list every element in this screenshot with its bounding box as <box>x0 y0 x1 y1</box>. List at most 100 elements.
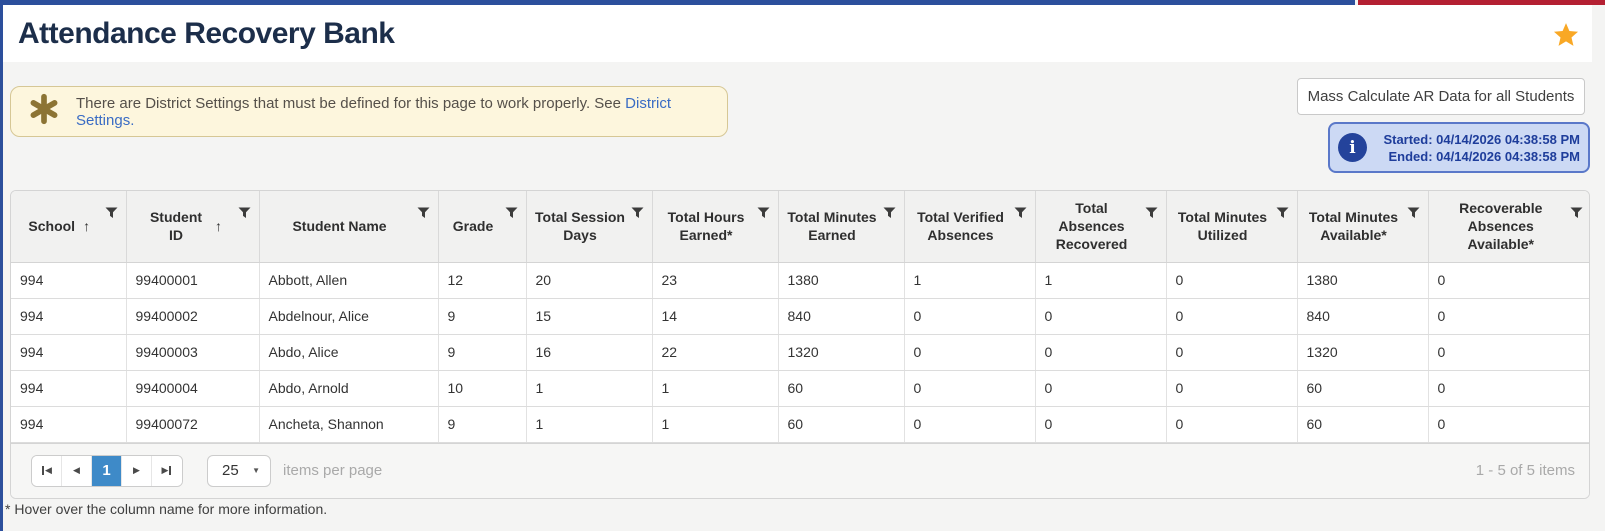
table-cell: 0 <box>1035 370 1167 407</box>
filter-icon[interactable] <box>417 207 430 219</box>
filter-icon[interactable] <box>1276 207 1289 219</box>
table-cell: 0 <box>904 370 1036 407</box>
column-header[interactable]: Total Absences Recovered <box>1035 191 1167 263</box>
status-started: Started: 04/14/2026 04:38:58 PM <box>1383 131 1580 147</box>
table-header-row: School ↑ Student ID ↑ Student Name Grade Total… <box>11 191 1589 263</box>
column-label: School <box>28 218 76 235</box>
table-row[interactable]: 994 99400001 Abbott, Allen 12 20 23 1380 1 1 0 138… <box>11 262 1589 299</box>
table-row[interactable]: 994 99400002 Abdelnour, Alice 9 15 14 840 0 0 0 84… <box>11 298 1589 335</box>
notice-suffix: . <box>130 111 135 129</box>
filter-icon[interactable] <box>105 207 118 219</box>
column-header[interactable]: Student ID ↑ <box>126 191 260 263</box>
column-header[interactable]: Grade <box>438 191 527 263</box>
table-cell: 0 <box>1166 334 1298 371</box>
table-cell: 840 <box>1297 298 1429 335</box>
table-cell: 99400002 <box>126 298 260 335</box>
table-cell: 60 <box>778 406 905 443</box>
table-cell: 994 <box>11 262 127 299</box>
filter-icon[interactable] <box>757 207 770 219</box>
table-row[interactable]: 994 99400003 Abdo, Alice 9 16 22 1320 0 0 0 1320 0 <box>11 334 1589 371</box>
table-row[interactable]: 994 99400072 Ancheta, Shannon 9 1 1 60 0 0 0 60 0 <box>11 406 1589 443</box>
column-label: Total Minutes Earned <box>787 209 877 244</box>
table-cell: 1320 <box>778 334 905 371</box>
table-cell: 0 <box>1035 298 1167 335</box>
next-page-icon: ▶ <box>133 465 140 475</box>
table-cell: 99400001 <box>126 262 260 299</box>
table-cell: 0 <box>1428 406 1589 443</box>
previous-page-icon: ◀ <box>73 465 80 475</box>
table-cell: 99400003 <box>126 334 260 371</box>
filter-icon[interactable] <box>505 207 518 219</box>
column-label: Student Name <box>292 218 387 235</box>
notice-text-body: There are District Settings that must be… <box>76 94 626 112</box>
calculation-status-lines: Started: 04/14/2026 04:38:58 PM Ended: 0… <box>1367 131 1588 165</box>
table-cell: 994 <box>11 406 127 443</box>
table-cell: 1 <box>1035 262 1167 299</box>
pagination-bar: ◀ ◀ 1 ▶ ▶ 25 ▼ items per page 1 - 5 of 5… <box>11 442 1589 498</box>
district-settings-link[interactable]: District Settings <box>76 94 671 129</box>
table-cell: 0 <box>1035 406 1167 443</box>
table-cell: 0 <box>1166 370 1298 407</box>
table-cell: 10 <box>438 370 527 407</box>
column-header[interactable]: Total Minutes Utilized <box>1166 191 1298 263</box>
last-page-icon <box>169 466 172 475</box>
sort-ascending-icon: ↑ <box>215 218 222 235</box>
table-cell: 1 <box>526 370 653 407</box>
previous-page-button[interactable]: ◀ <box>62 455 92 486</box>
column-header[interactable]: Recoverable Absences Available* <box>1428 191 1589 263</box>
column-header[interactable]: Total Session Days <box>526 191 653 263</box>
table-cell: 1380 <box>778 262 905 299</box>
filter-icon[interactable] <box>631 207 644 219</box>
table-cell: 0 <box>904 298 1036 335</box>
favorite-star-icon[interactable] <box>1552 21 1580 49</box>
first-page-button[interactable]: ◀ <box>32 455 62 486</box>
table-cell: 0 <box>904 406 1036 443</box>
column-header[interactable]: Total Verified Absences <box>904 191 1036 263</box>
table-cell: 994 <box>11 334 127 371</box>
pagination-range-label: 1 - 5 of 5 items <box>1475 462 1575 479</box>
top-accent-bar-blue <box>0 0 1355 5</box>
table-cell: 1380 <box>1297 262 1429 299</box>
table-cell: 1 <box>526 406 653 443</box>
current-page-button[interactable]: 1 <box>92 455 122 486</box>
table-cell: 9 <box>438 406 527 443</box>
page-size-dropdown[interactable]: 25 ▼ <box>207 454 271 487</box>
table-cell: 14 <box>652 298 779 335</box>
last-page-arrow-icon: ▶ <box>161 465 169 475</box>
column-header[interactable]: School ↑ <box>11 191 127 263</box>
sort-ascending-icon: ↑ <box>83 218 91 235</box>
column-label: Total Absences Recovered <box>1055 199 1128 253</box>
last-page-button[interactable]: ▶ <box>152 455 182 486</box>
column-header[interactable]: Total Hours Earned* <box>652 191 779 263</box>
table-cell: Abdo, Arnold <box>259 370 439 407</box>
column-header[interactable]: Total Minutes Earned <box>778 191 905 263</box>
filter-icon[interactable] <box>1145 207 1158 219</box>
table-cell: 99400004 <box>126 370 260 407</box>
column-label: Total Hours Earned* <box>667 209 745 244</box>
top-accent-bar-red <box>1358 0 1605 5</box>
next-page-button[interactable]: ▶ <box>122 455 152 486</box>
mass-calculate-button[interactable]: Mass Calculate AR Data for all Students <box>1297 78 1585 115</box>
filter-icon[interactable] <box>1014 207 1027 219</box>
table-cell: Abbott, Allen <box>259 262 439 299</box>
asterisk-icon <box>27 92 61 131</box>
table-cell: 22 <box>652 334 779 371</box>
column-header[interactable]: Student Name <box>259 191 439 263</box>
filter-icon[interactable] <box>883 207 896 219</box>
filter-icon[interactable] <box>1570 207 1583 219</box>
table-cell: Abdo, Alice <box>259 334 439 371</box>
column-label: Total Verified Absences <box>917 209 1004 244</box>
first-page-icon <box>42 466 45 475</box>
column-header[interactable]: Total Minutes Available* <box>1297 191 1429 263</box>
table-cell: 0 <box>1166 262 1298 299</box>
column-label: Recoverable Absences Available* <box>1459 199 1543 253</box>
table-cell: 0 <box>1035 334 1167 371</box>
table-cell: 23 <box>652 262 779 299</box>
column-label: Student ID <box>149 209 203 244</box>
filter-icon[interactable] <box>1407 207 1420 219</box>
filter-icon[interactable] <box>238 207 251 219</box>
status-ended: Ended: 04/14/2026 04:38:58 PM <box>1388 148 1581 164</box>
table-cell: 60 <box>778 370 905 407</box>
table-row[interactable]: 994 99400004 Abdo, Arnold 10 1 1 60 0 0 0 60 0 <box>11 370 1589 407</box>
column-label: Total Minutes Available* <box>1308 209 1399 244</box>
